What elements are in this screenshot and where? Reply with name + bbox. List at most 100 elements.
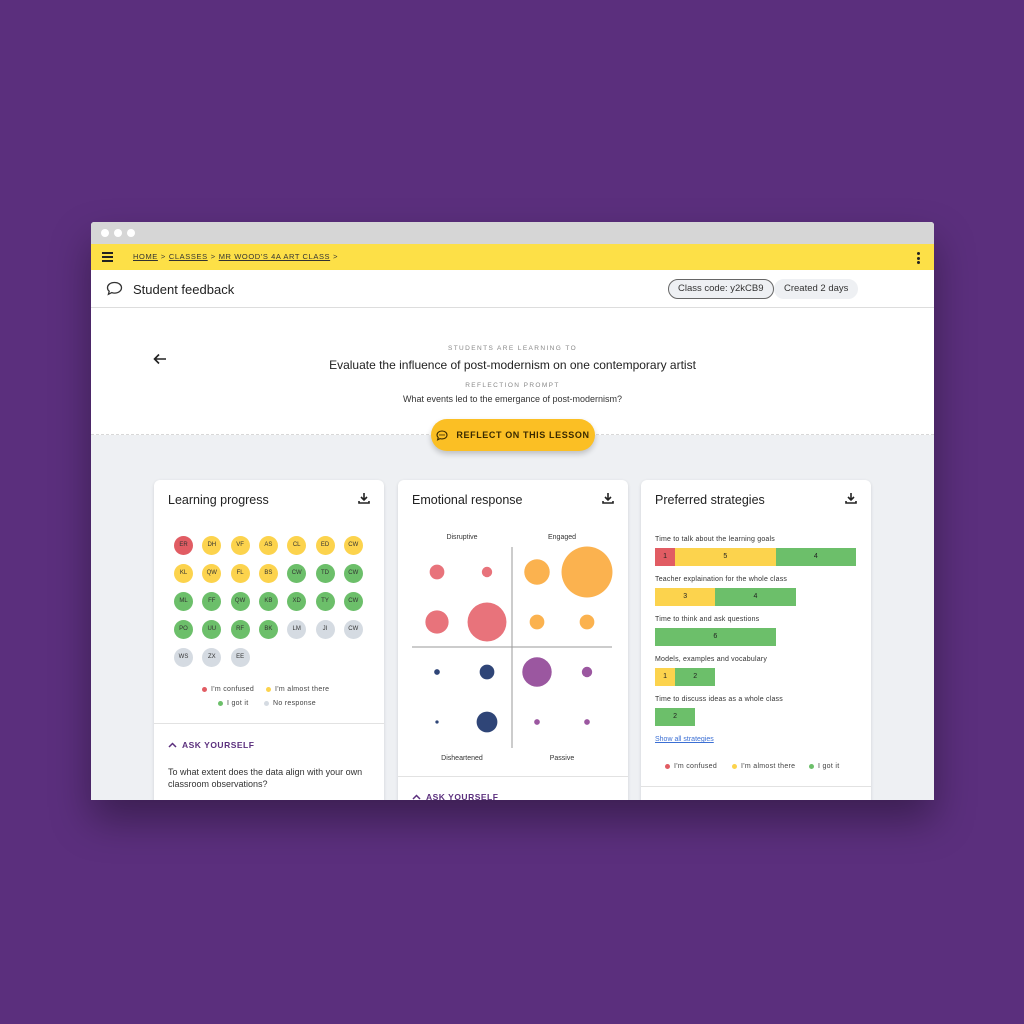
ask-yourself-label: ASK YOURSELF [182,740,255,750]
legend-dot [266,686,271,692]
download-icon[interactable] [845,492,857,504]
student-avatar[interactable]: CW [343,536,363,555]
strategy-label: Time to discuss ideas as a whole class [655,696,783,703]
student-avatar[interactable]: PO [174,620,193,639]
emotion-bubble-engaged [529,614,545,630]
student-avatar[interactable]: ED [315,536,335,555]
strategy-label: Models, examples and vocabulary [655,656,768,663]
show-all-strategies-link[interactable]: Show all strategies [655,736,714,743]
breadcrumb-classes[interactable]: CLASSES [168,252,208,261]
legend-item: I'm almost there [266,686,329,693]
window-control-minimize[interactable] [114,229,122,237]
strategy-bar[interactable]: 6 [655,628,776,646]
emotion-bubble-engaged [524,559,550,585]
class-code-badge[interactable]: Class code: y2kCB9 [668,279,774,299]
top-nav-bar: HOME > CLASSES > MR WOOD'S 4A ART CLASS > [91,244,934,270]
page-header: Student feedback Class code: y2kCB9 Crea… [91,270,934,308]
divider [398,776,628,777]
student-avatar[interactable]: VF [230,536,250,555]
student-avatar[interactable]: BS [258,564,278,583]
strategy-bar-segment-got-it: 4 [775,548,856,566]
student-avatar[interactable]: KB [258,592,278,611]
student-avatar[interactable]: ML [174,592,193,611]
legend-item: I got it [809,763,839,770]
student-avatar[interactable]: QW [202,564,222,583]
more-options-icon[interactable] [917,252,920,266]
student-avatar[interactable]: KL [174,564,193,583]
download-icon[interactable] [358,492,370,504]
legend-item: I got it [218,700,248,707]
quadrant-label-passive: Passive [550,755,575,762]
breadcrumb: HOME > CLASSES > MR WOOD'S 4A ART CLASS > [133,252,341,261]
student-avatar[interactable]: CW [343,620,363,639]
emotion-bubble-passive [534,719,540,725]
breadcrumb-home[interactable]: HOME [133,252,158,261]
student-avatar[interactable]: XD [287,592,307,611]
legend-label: I'm confused [211,686,255,693]
strategy-label: Teacher explaination for the whole class [655,576,788,583]
speech-bubble-icon [436,429,448,441]
student-avatar[interactable]: CW [343,592,363,611]
emotion-bubble-disruptive [467,602,507,642]
download-icon[interactable] [602,492,614,504]
strategy-bar-segment-confused: 1 [655,548,676,566]
student-avatar[interactable]: TD [315,564,335,583]
student-avatar[interactable]: DH [202,536,222,555]
student-avatar[interactable]: JI [315,620,335,639]
ask-yourself-toggle[interactable]: ASK YOURSELF [168,740,254,750]
ask-yourself-toggle[interactable]: ASK YOURSELF [412,792,498,800]
learning-label: STUDENTS ARE LEARNING TO [447,345,578,352]
emotion-bubble-passive [584,719,590,725]
emotion-bubble-disheartened [434,669,440,675]
student-avatar[interactable]: CW [287,564,307,583]
back-arrow-icon[interactable] [153,353,167,365]
student-avatar[interactable]: CL [287,536,307,555]
reflect-button-label: REFLECT ON THIS LESSON [456,430,590,440]
window-control-close[interactable] [101,229,109,237]
emotion-bubble-disheartened [479,664,495,680]
ask-yourself-label: ASK YOURSELF [426,792,499,800]
emotional-response-card: Emotional response Disruptive Engaged Di… [398,480,628,800]
emotion-bubble-engaged [561,546,613,598]
student-avatar[interactable]: QW [230,592,250,611]
student-avatar[interactable]: ZX [202,648,222,667]
divider [641,786,871,787]
breadcrumb-class[interactable]: MR WOOD'S 4A ART CLASS [218,252,331,261]
quadrant-label-disheartened: Disheartened [441,755,483,762]
window-control-maximize[interactable] [127,229,135,237]
student-avatar[interactable]: EE [230,648,250,667]
student-avatar[interactable]: LM [287,620,307,639]
legend-dot [732,763,737,769]
strategy-bar-segment-got-it: 2 [655,708,696,726]
student-avatar[interactable]: AS [258,536,278,555]
student-avatar[interactable]: BK [258,620,278,639]
strategy-bar-segment-almost: 1 [655,668,676,686]
student-avatar[interactable]: UU [202,620,222,639]
emotion-bubble-disruptive [429,564,445,580]
legend-dot [202,686,207,692]
legend-label: I'm almost there [275,686,330,693]
student-avatar[interactable]: FF [202,592,222,611]
lesson-summary: STUDENTS ARE LEARNING TO Evaluate the in… [91,308,934,435]
hamburger-menu-icon[interactable] [102,252,113,262]
student-avatar[interactable]: WS [174,648,193,667]
student-avatar[interactable]: CW [343,564,363,583]
preferred-strategies-card: Preferred strategies Time to talk about … [641,480,871,800]
browser-window: HOME > CLASSES > MR WOOD'S 4A ART CLASS > Stu… [91,222,934,800]
strategy-bar[interactable]: 2 [655,708,696,726]
emotion-bubble-passive [522,657,552,687]
legend-label: No response [273,700,316,707]
student-avatar[interactable]: FL [230,564,250,583]
reflect-on-lesson-button[interactable]: REFLECT ON THIS LESSON [431,419,595,451]
learning-progress-title: Learning progress [168,493,269,507]
student-avatar[interactable]: RF [230,620,250,639]
strategy-bar-segment-almost: 5 [675,548,776,566]
page-title: Student feedback [133,282,235,297]
student-avatar[interactable]: ER [174,536,193,555]
learning-objective: Evaluate the influence of post-modernism… [329,358,696,372]
emotional-response-title: Emotional response [412,493,523,507]
student-avatar[interactable]: TY [315,592,335,611]
